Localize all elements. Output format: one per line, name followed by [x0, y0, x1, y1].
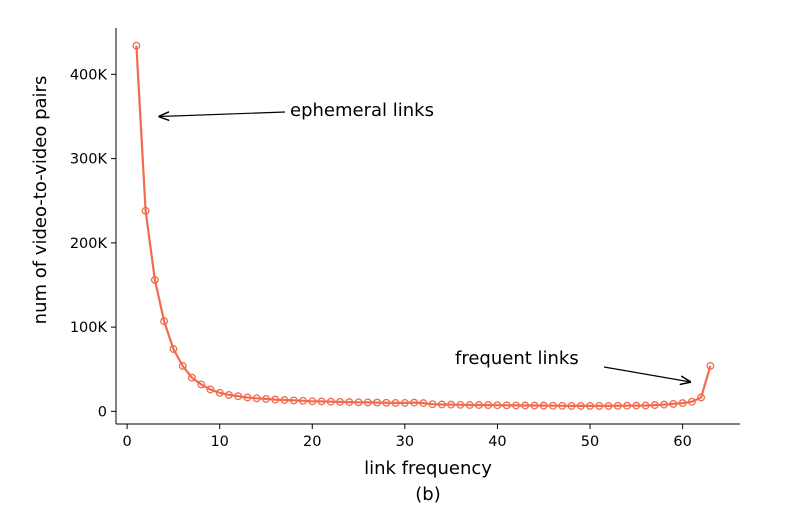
data-point: [308, 397, 317, 406]
y-tick-label: 400K: [70, 67, 108, 83]
data-point: [382, 398, 391, 407]
data-point: [706, 361, 715, 370]
data-point: [215, 388, 224, 397]
data-point: [400, 398, 409, 407]
data-point: [224, 390, 233, 399]
data-point: [178, 361, 187, 370]
x-axis-title: link frequency: [364, 458, 492, 479]
data-point: [465, 401, 474, 409]
data-point: [150, 275, 159, 284]
y-ticks: 0 100K 200K 300K 400K: [70, 67, 116, 420]
data-point: [234, 392, 243, 401]
data-point: [641, 401, 650, 410]
data-point: [669, 399, 678, 408]
data-point: [271, 395, 280, 404]
data-point: [530, 401, 539, 410]
data-point: [326, 397, 335, 406]
x-tick-label: 0: [122, 434, 131, 450]
data-point: [243, 393, 252, 402]
y-axis-title: num of video-to-video pairs: [30, 76, 51, 325]
data-point: [447, 400, 456, 409]
y-tick-label: 300K: [70, 152, 108, 168]
data-point: [437, 400, 446, 409]
figure-caption: (b): [415, 484, 440, 505]
data-point: [502, 401, 511, 410]
data-point: [289, 396, 298, 405]
data-point: [595, 401, 604, 410]
data-point: [613, 401, 622, 410]
data-point: [521, 401, 530, 410]
data-point: [197, 380, 206, 389]
x-tick-label: 40: [488, 434, 506, 450]
data-point: [493, 401, 502, 410]
data-point: [558, 401, 567, 410]
y-tick-label: 0: [98, 404, 107, 420]
data-point: [586, 401, 594, 410]
data-point: [539, 401, 548, 410]
x-tick-label: 60: [673, 434, 691, 450]
x-tick-label: 10: [210, 434, 228, 450]
data-point: [317, 397, 326, 406]
x-ticks: 0 10 20 30 40 50 60: [122, 424, 692, 450]
data-point: [252, 394, 261, 403]
annotation-text-frequent: frequent links: [455, 348, 579, 369]
data-point: [299, 396, 307, 405]
annotation-arrow-frequent: [603, 366, 690, 382]
data-point: [363, 398, 372, 407]
data-point: [650, 401, 659, 410]
data-point: [206, 385, 215, 394]
data-point: [687, 397, 696, 406]
data-point: [456, 400, 465, 409]
data-point: [280, 396, 289, 404]
data-point: [169, 345, 178, 353]
data-point: [604, 401, 613, 410]
data-point: [160, 317, 169, 326]
x-tick-label: 20: [303, 434, 321, 450]
data-point: [512, 401, 520, 410]
data-point: [419, 399, 428, 408]
data-point: [632, 401, 641, 410]
annotation-text-ephemeral: ephemeral links: [290, 100, 434, 121]
data-point: [623, 401, 632, 410]
data-point: [141, 206, 150, 215]
annotation-ephemeral: ephemeral links: [160, 100, 434, 121]
data-point: [262, 394, 270, 403]
data-point: [484, 401, 493, 410]
data-point: [336, 397, 344, 406]
data-point: [567, 401, 576, 410]
data-point: [428, 400, 437, 409]
data-point: [660, 400, 669, 409]
data-point: [354, 398, 363, 407]
annotation-arrow-ephemeral: [160, 112, 286, 117]
data-point: [345, 398, 354, 407]
data-point: [549, 401, 557, 410]
data-point: [474, 401, 483, 409]
data-point: [678, 399, 687, 408]
data-point: [187, 373, 196, 382]
data-point: [132, 41, 141, 50]
y-tick-label: 200K: [70, 236, 108, 252]
data-point: [576, 401, 585, 410]
series-points: [132, 41, 715, 410]
data-point: [410, 398, 419, 407]
y-tick-label: 100K: [70, 320, 108, 336]
data-point: [373, 398, 382, 407]
annotation-frequent: frequent links: [455, 348, 690, 382]
x-tick-label: 30: [396, 434, 414, 450]
x-tick-label: 50: [581, 434, 599, 450]
plot-area: 0 10 20 30 40 50 60 0 100K 200K 300K 400K: [70, 28, 740, 450]
data-point: [697, 393, 706, 402]
data-point: [391, 398, 400, 407]
